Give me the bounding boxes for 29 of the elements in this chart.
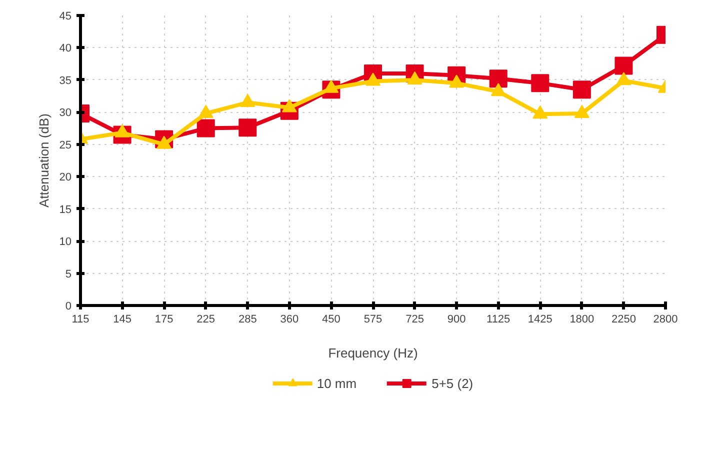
x-tick-label: 285 bbox=[238, 314, 257, 326]
y-tick-label: 20 bbox=[59, 172, 72, 184]
x-axis-title: Frequency (Hz) bbox=[328, 346, 418, 360]
x-tick-label: 1425 bbox=[528, 314, 552, 326]
x-tick-label: 1125 bbox=[486, 314, 510, 326]
y-tick-label: 5 bbox=[65, 268, 72, 280]
legend-label: 10 mm bbox=[316, 376, 357, 390]
x-tick-label: 225 bbox=[196, 314, 216, 326]
x-tick-label: 145 bbox=[113, 314, 132, 326]
x-tick-label: 360 bbox=[280, 314, 299, 326]
y-tick-label: 10 bbox=[59, 236, 72, 248]
x-tick-label: 2250 bbox=[611, 314, 636, 326]
y-tick-label: 0 bbox=[65, 300, 72, 312]
x-tick-label: 175 bbox=[154, 314, 174, 326]
y-tick-label: 25 bbox=[59, 139, 72, 152]
y-tick-label: 35 bbox=[59, 74, 72, 87]
y-tick-label: 45 bbox=[59, 10, 72, 22]
x-tick-label: 900 bbox=[447, 314, 466, 326]
x-tick-label: 1800 bbox=[570, 314, 594, 326]
y-axis-title: Attenuation (dB) bbox=[36, 114, 52, 208]
x-tick-label: 115 bbox=[72, 314, 90, 326]
y-tick-label: 15 bbox=[59, 204, 72, 216]
y-tick-label: 30 bbox=[59, 107, 72, 120]
x-tick-label: 2800 bbox=[653, 314, 678, 326]
x-tick-label: 450 bbox=[322, 314, 340, 326]
x-tick-label: 725 bbox=[406, 314, 424, 326]
y-tick-label: 40 bbox=[59, 42, 72, 55]
legend-label: 5+5 (2) bbox=[432, 376, 474, 390]
x-tick-label: 575 bbox=[364, 314, 382, 326]
